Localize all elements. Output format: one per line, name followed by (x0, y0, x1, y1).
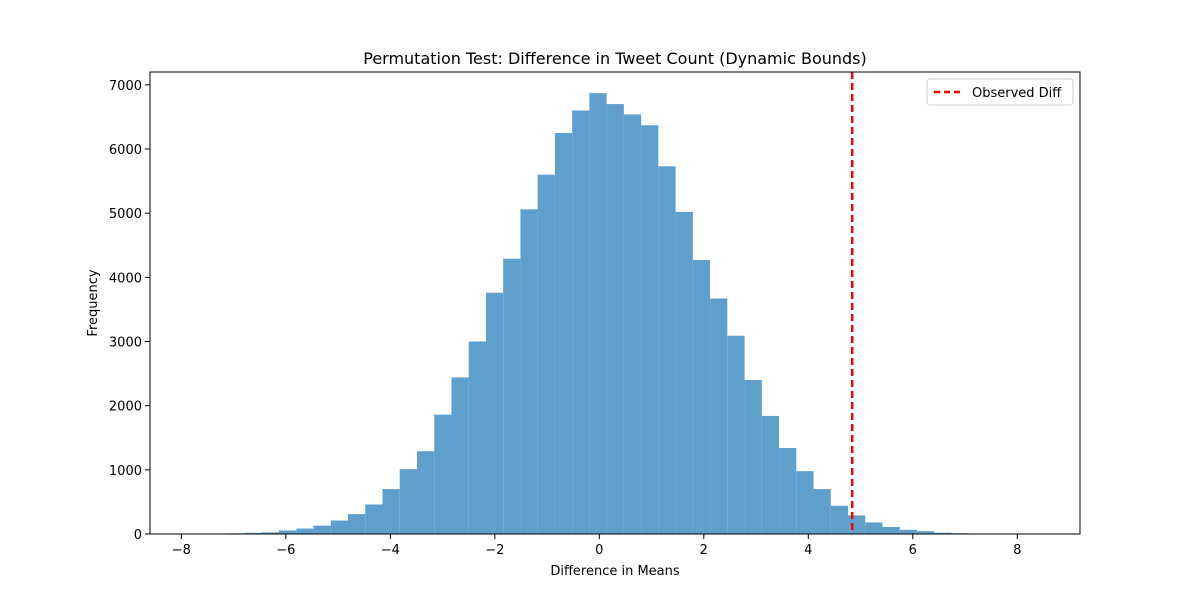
histogram-bar (710, 298, 728, 534)
histogram-bar (606, 104, 624, 534)
y-tick-label: 6000 (109, 143, 142, 158)
plot-frame (149, 71, 1081, 535)
histogram-bar (279, 530, 297, 534)
histogram-bar (675, 211, 693, 534)
y-axis-title: Frequency (86, 269, 101, 336)
histogram-bar (899, 529, 917, 534)
x-tick-label: 4 (804, 543, 812, 558)
histogram-bar (813, 489, 831, 534)
histogram-bar (934, 532, 952, 534)
histogram-bar (848, 515, 866, 534)
histogram-bar (313, 525, 331, 534)
histogram-bar (589, 93, 607, 535)
histogram-bar (296, 528, 314, 534)
histogram-bar (882, 526, 900, 534)
legend-label-observed-diff: Observed Diff (972, 86, 1062, 101)
histogram-bar (434, 414, 452, 534)
histogram-bar (520, 209, 538, 535)
histogram-bar (416, 451, 435, 534)
x-axis-title: Difference in Means (550, 564, 680, 579)
histogram-bar (503, 258, 521, 534)
y-tick-label: 5000 (109, 207, 142, 222)
histogram-bar (865, 522, 883, 534)
chart-title: Permutation Test: Difference in Tweet Co… (363, 49, 867, 68)
bars-layer (192, 93, 1055, 535)
legend-box (926, 78, 1074, 106)
y-tick-label: 2000 (109, 400, 142, 415)
histogram-bar (261, 532, 280, 534)
histogram-bar (623, 114, 642, 534)
histogram-bar (779, 448, 797, 534)
histogram-bar (330, 520, 349, 534)
histogram-bar (365, 504, 383, 534)
y-tick-label: 1000 (109, 464, 142, 479)
histogram-bar (761, 415, 780, 534)
x-tick-label: −2 (485, 543, 504, 558)
histogram-bar (554, 132, 573, 535)
x-tick-label: 2 (700, 543, 708, 558)
x-tick-label: 0 (595, 543, 603, 558)
histogram-bar (348, 514, 366, 534)
x-tick-label: −6 (276, 543, 295, 558)
histogram-bar (916, 531, 935, 534)
y-axis-ticks: 0 1000 2000 3000 4000 5000 6000 7000 (109, 79, 150, 543)
x-tick-label: 6 (909, 543, 917, 558)
x-axis-ticks: −8 −6 −4 −2 0 2 4 6 8 (172, 534, 1021, 558)
histogram-bar (468, 341, 486, 534)
histogram-bar (641, 125, 659, 534)
histogram-bar (830, 505, 849, 534)
histogram-bar (451, 377, 469, 534)
x-tick-label: 8 (1013, 543, 1021, 558)
x-tick-label: −4 (381, 543, 400, 558)
histogram-bar (572, 110, 590, 534)
histogram-bar (658, 166, 676, 534)
histogram-bar (692, 260, 711, 534)
histogram-bar (485, 292, 504, 534)
legend: Observed Diff (926, 78, 1074, 106)
histogram-bar (399, 469, 417, 534)
histogram-bar (244, 532, 262, 534)
y-tick-label: 3000 (109, 336, 142, 351)
y-tick-label: 0 (134, 528, 142, 543)
histogram-bar (796, 471, 814, 534)
histogram-bar (744, 380, 762, 534)
histogram-bar (382, 489, 400, 534)
histogram-bar (537, 174, 555, 534)
x-tick-label: −8 (172, 543, 191, 558)
y-tick-label: 4000 (109, 271, 142, 286)
y-tick-label: 7000 (109, 79, 142, 94)
histogram-bar (727, 335, 745, 534)
